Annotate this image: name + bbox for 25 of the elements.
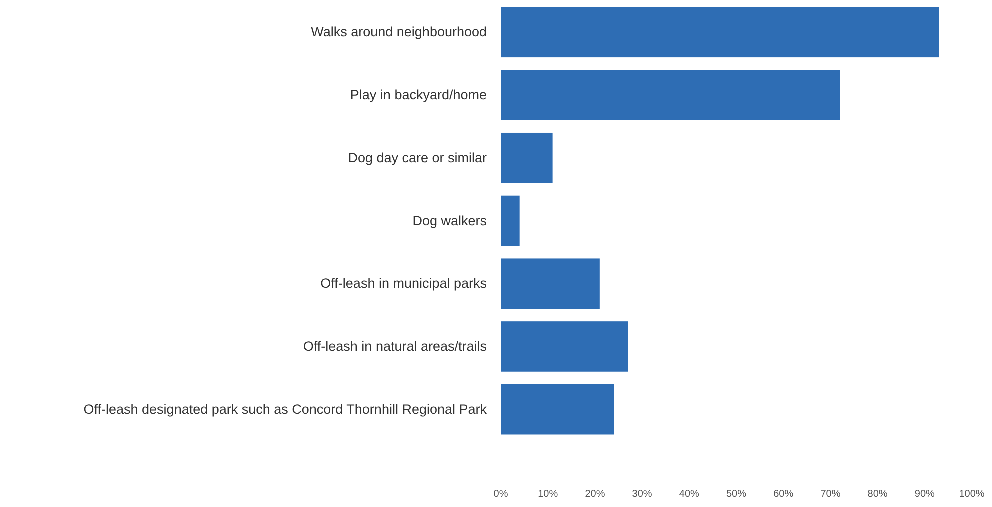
x-tick-label: 0% [494,489,508,500]
x-tick-label: 30% [632,489,652,500]
bar [501,196,520,246]
y-tick-label: Dog walkers [412,213,488,228]
bar [501,384,614,435]
y-tick-label: Off-leash in municipal parks [320,276,488,292]
x-tick-label: 90% [914,489,936,500]
bar [501,258,600,310]
x-tick-label: 60% [774,489,794,500]
x-tick-label: 10% [538,489,558,500]
bar [501,322,628,372]
x-tick-label: 40% [679,489,700,500]
bar [501,7,940,58]
y-tick-label: Off-leash designated park such as Concord Thornhill Regional Park [84,402,488,417]
x-tick-label: 100% [959,489,985,500]
y-tick-label: Play in backyard/home [350,88,487,103]
y-tick-label: Walks around neighbourhood [311,24,487,40]
y-tick-label: Off-leash in natural areas/trails [303,339,488,354]
x-tick-label: 80% [868,489,888,500]
y-tick-label: Dog day care or similar [348,150,488,166]
x-tick-label: 50% [726,489,747,500]
bar [501,132,553,184]
bar [501,70,840,120]
x-tick-label: 70% [820,489,841,500]
x-tick-label: 20% [585,489,606,500]
